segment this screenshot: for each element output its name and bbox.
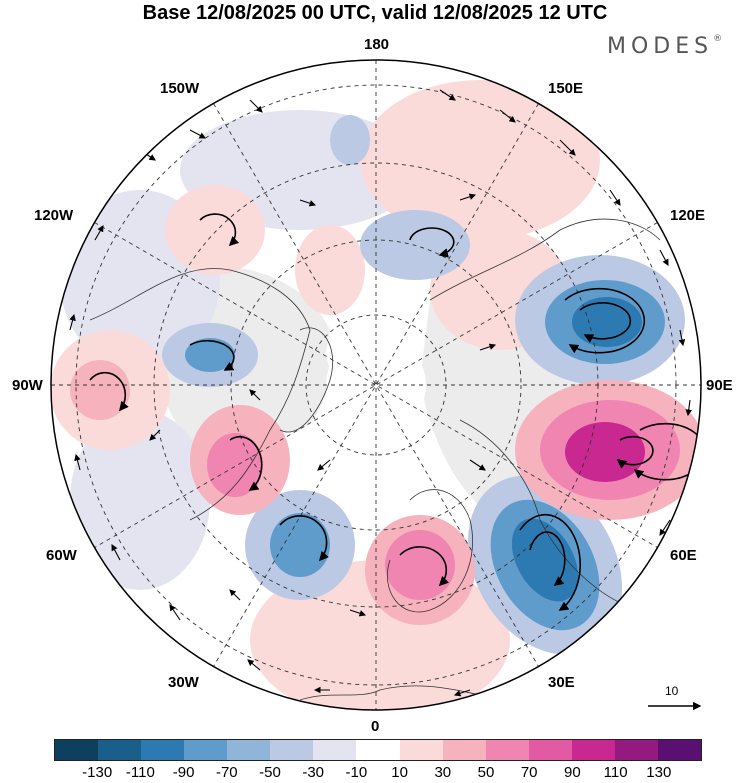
high-central-asia-core xyxy=(565,422,645,482)
colorbar-segment xyxy=(442,740,486,760)
colorbar-segment xyxy=(356,740,400,760)
anomaly-field xyxy=(51,60,701,710)
faint-positive-north xyxy=(295,225,365,315)
colorbar-segment xyxy=(227,740,271,760)
colorbar-tick-label: 130 xyxy=(646,764,672,781)
faint-negative-southwest xyxy=(70,410,210,590)
wind-circulation xyxy=(89,213,701,611)
colorbar-tick-label: -110 xyxy=(125,764,155,781)
colorbar-segment xyxy=(270,740,314,760)
colorbar-tick-label: -130 xyxy=(82,764,113,781)
colorbar-segment xyxy=(657,740,701,760)
colorbar-segment xyxy=(313,740,357,760)
colorbar-tick-label: 110 xyxy=(603,764,628,781)
colorbar-ticks: -130 -110 -90 -70 -50 -30 -10 10 30 50 70 90 110 130 xyxy=(0,764,750,782)
lon-label-60w: 60W xyxy=(46,547,77,564)
modes-logo-text: MODES xyxy=(607,34,714,59)
colorbar-segment xyxy=(184,740,228,760)
lon-label-120e: 120E xyxy=(670,207,706,224)
colorbar-tick-label: -30 xyxy=(302,764,325,781)
faint-negative-pacific-small xyxy=(330,115,370,165)
lon-label-90w: 90W xyxy=(12,377,43,394)
colorbar-tick-label: 30 xyxy=(434,764,452,781)
high-hudson-core xyxy=(207,433,263,497)
lon-label-30e: 30E xyxy=(548,674,575,691)
modes-logo: MODES® xyxy=(607,34,722,59)
colorbar-tick-label: -10 xyxy=(345,764,368,781)
high-scandinavia-core xyxy=(385,530,455,600)
colorbar-tick-label: -70 xyxy=(215,764,238,781)
colorbar-segment xyxy=(485,740,529,760)
colorbar-segment xyxy=(55,740,99,760)
coastlines xyxy=(89,218,661,701)
colorbar-tick-label: 50 xyxy=(477,764,495,781)
colorbar-tick-label: -90 xyxy=(172,764,195,781)
lon-label-150w: 150W xyxy=(160,80,200,97)
colorbar-segment xyxy=(399,740,443,760)
colorbar-segment xyxy=(528,740,572,760)
registered-mark: ® xyxy=(713,34,723,44)
reference-vector-label: 10 xyxy=(665,684,679,698)
colorbar-tick-label: 10 xyxy=(391,764,408,781)
lon-label-120w: 120W xyxy=(34,207,74,224)
colorbar-segment xyxy=(98,740,142,760)
faint-positive-northeast xyxy=(360,80,600,240)
graticule xyxy=(51,60,701,710)
colorbar-tick-label: 70 xyxy=(520,764,538,781)
colorbar-tick-label: 90 xyxy=(564,764,581,781)
low-atlantic-core xyxy=(270,513,330,577)
low-east-siberia-core xyxy=(572,297,642,347)
map-title: Base 12/08/2025 00 UTC, valid 12/08/2025… xyxy=(142,2,608,24)
map-boundary xyxy=(50,59,702,711)
lon-label-0: 0 xyxy=(371,718,380,735)
lon-label-60e: 60E xyxy=(670,547,697,564)
lon-label-150e: 150E xyxy=(548,80,584,97)
colorbar-segment xyxy=(571,740,615,760)
lon-label-90e: 90E xyxy=(706,377,733,394)
high-west-weak xyxy=(70,360,130,420)
colorbar-segment xyxy=(614,740,658,760)
lon-label-180: 180 xyxy=(364,36,390,53)
low-canada-core xyxy=(185,338,235,372)
colorbar-segment xyxy=(141,740,185,760)
lon-label-30w: 30W xyxy=(168,674,199,691)
arctic-center xyxy=(326,335,426,435)
colorbar xyxy=(54,739,702,761)
faint-positive-pacific xyxy=(165,185,265,275)
colorbar-tick-label: -50 xyxy=(259,764,281,781)
